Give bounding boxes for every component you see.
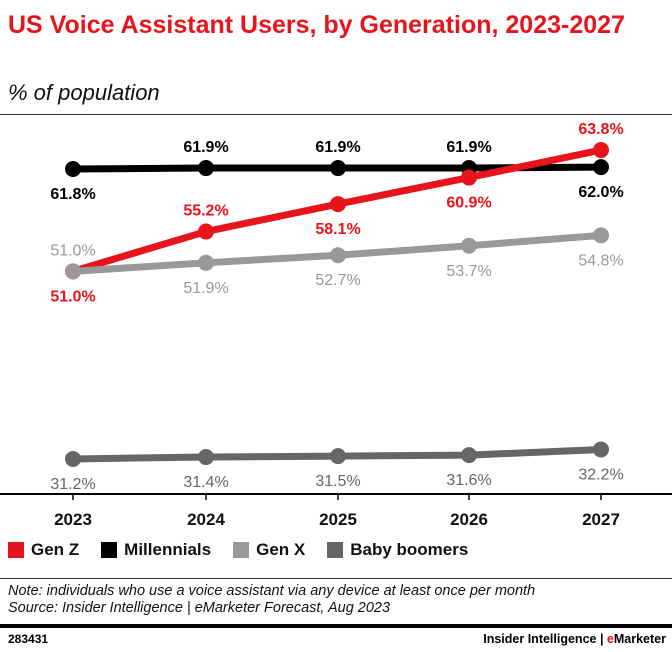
data-label: 51.9% [183,280,228,297]
legend-label: Baby boomers [350,540,469,559]
data-label: 32.2% [578,466,623,483]
legend-swatch [327,542,344,558]
data-label: 54.8% [578,252,623,269]
data-label: 31.5% [315,473,360,490]
brand-text-rest: Marketer [613,632,666,646]
data-point [461,237,477,254]
legend-item-gen-x: Gen X [233,540,305,560]
legend: Gen Z Millennials Gen X Baby boomers [8,540,468,560]
footer-divider [0,624,672,628]
brand-accent: e [606,632,614,646]
x-tick-label: 2025 [319,510,357,529]
data-point [330,247,346,264]
data-point [65,161,81,178]
data-label: 53.7% [446,263,491,280]
data-label: 63.8% [578,121,623,138]
data-point [593,142,609,159]
data-point [593,159,609,176]
data-label: 55.2% [183,203,228,220]
data-point [461,447,477,464]
divider [0,578,672,579]
data-label: 60.9% [446,195,491,212]
data-point [198,223,214,240]
data-point [65,263,81,280]
data-point [198,449,214,466]
x-tick-label: 2026 [450,510,488,529]
legend-item-gen-z: Gen Z [8,540,79,560]
data-point [198,160,214,177]
line-plot: 31.2% 31.4% 31.5% 31.6% 32.2% 61.8% 61.9% 61.9%… [0,121,672,529]
chart-subtitle: % of population [8,80,160,105]
legend-label: Millennials [124,540,212,559]
brand-text: Insider Intelligence | [483,632,607,646]
brand-logo: Insider Intelligence | eMarketer [483,632,666,646]
data-point [461,169,477,186]
data-point [330,160,346,177]
note-text: Note: individuals who use a voice assist… [8,583,536,599]
data-point [198,254,214,271]
data-label: 61.8% [50,186,95,203]
source-text: Source: Insider Intelligence | eMarketer… [8,600,391,616]
chart-id: 283431 [8,632,49,646]
data-label: 61.9% [183,139,228,156]
data-label: 51.0% [50,288,95,305]
x-tick-label: 2027 [582,510,620,529]
data-label: 61.9% [315,139,360,156]
data-label: 58.1% [315,221,360,238]
legend-item-millennials: Millennials [101,540,211,560]
data-point [330,196,346,213]
data-label: 62.0% [578,184,623,201]
data-label: 31.2% [50,476,95,493]
data-label: 52.7% [315,272,360,289]
data-point [65,450,81,467]
x-tick-label: 2024 [187,510,225,529]
legend-item-baby-boomers: Baby boomers [327,540,468,560]
data-label: 31.6% [446,472,491,489]
data-point [330,448,346,465]
legend-label: Gen Z [31,540,80,559]
data-label: 61.9% [446,139,491,156]
notes: Note: individuals who use a voice assist… [8,583,535,617]
legend-label: Gen X [256,540,306,559]
data-label: 31.4% [183,474,228,491]
chart-title: US Voice Assistant Users, by Generation,… [8,11,625,39]
legend-swatch [233,542,250,558]
data-label: 51.0% [50,242,95,259]
x-tick-label: 2023 [54,510,92,529]
data-point [593,227,609,244]
data-point [593,441,609,458]
top-divider [0,114,672,115]
legend-swatch [101,542,118,558]
legend-swatch [8,542,24,558]
